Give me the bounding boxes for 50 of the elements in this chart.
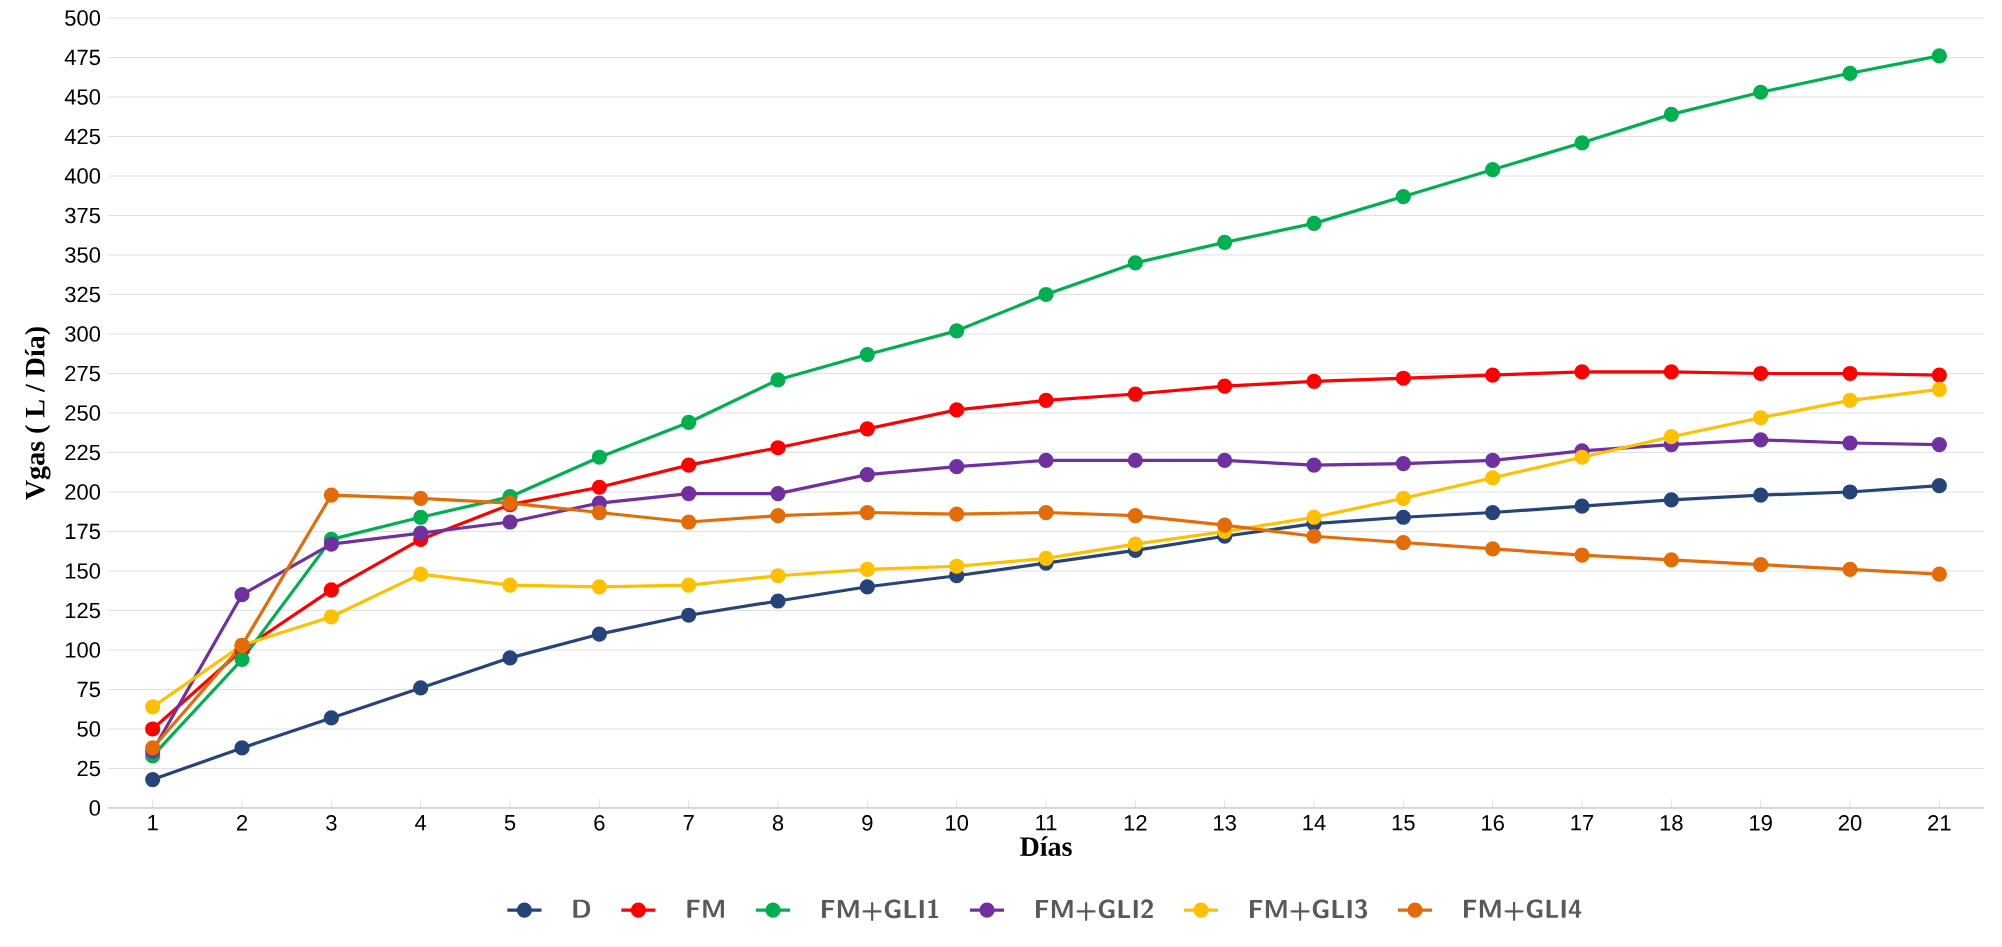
x-tick-label: 11 — [1036, 815, 1057, 831]
x-tick-label: 17 — [1571, 815, 1594, 831]
y-tick-label: 0 — [89, 800, 101, 816]
y-tick-label: 325 — [65, 286, 100, 303]
y-tick-label: 425 — [64, 128, 100, 145]
x-tick-label: 7 — [683, 815, 694, 831]
x-tick-label: 15 — [1392, 815, 1415, 831]
x-tick-label: 5 — [504, 815, 516, 831]
x-tick-label: 19 — [1750, 815, 1772, 831]
x-tick-label: 16 — [1482, 815, 1504, 831]
y-tick-label: 200 — [65, 484, 101, 500]
x-axis-title: Días — [1020, 836, 1072, 857]
y-tick-label: 500 — [65, 10, 101, 26]
y-tick-label: 100 — [65, 642, 101, 658]
legend-label: FM+GLI2 — [1036, 899, 1153, 921]
y-tick-label: 75 — [77, 681, 100, 698]
x-tick-label: 4 — [415, 815, 427, 831]
x-tick-label: 13 — [1214, 815, 1236, 831]
x-tick-label: 3 — [326, 815, 337, 831]
x-tick-label: 6 — [594, 815, 605, 831]
x-tick-label: 14 — [1303, 815, 1326, 831]
legend-label: FM — [687, 899, 724, 918]
x-tick-label: 20 — [1838, 815, 1862, 831]
x-tick-label: 8 — [772, 815, 784, 831]
y-tick-label: 350 — [65, 247, 101, 263]
y-tick-label: 50 — [77, 721, 101, 737]
y-tick-label: 450 — [64, 89, 101, 105]
y-tick-label: 250 — [65, 405, 101, 421]
y-axis-title: Vgas ( L / Día) — [24, 327, 51, 500]
x-tick-label: 2 — [236, 815, 248, 831]
legend-label: D — [573, 899, 591, 918]
y-tick-label: 275 — [65, 365, 100, 382]
y-tick-label: 125 — [65, 602, 100, 619]
y-tick-label: 25 — [77, 760, 100, 777]
y-tick-label: 300 — [65, 326, 101, 342]
y-tick-label: 375 — [65, 207, 100, 224]
x-tick-label: 9 — [862, 815, 873, 831]
y-tick-label: 400 — [64, 168, 101, 184]
y-tick-label: 150 — [65, 563, 101, 579]
y-tick-label: 475 — [64, 49, 100, 66]
y-tick-label: 175 — [65, 523, 100, 540]
x-tick-label: 12 — [1124, 815, 1147, 831]
legend-label: FM+GLI1 — [822, 899, 939, 921]
x-tick-label: 21 — [1928, 815, 1951, 831]
x-tick-label: 18 — [1660, 815, 1683, 831]
legend-label: FM+GLI4 — [1464, 899, 1582, 921]
y-tick-label: 225 — [65, 444, 100, 461]
x-tick-label: 1 — [148, 815, 158, 831]
legend-label: FM+GLI3 — [1250, 899, 1368, 921]
x-tick-label: 10 — [946, 815, 969, 831]
